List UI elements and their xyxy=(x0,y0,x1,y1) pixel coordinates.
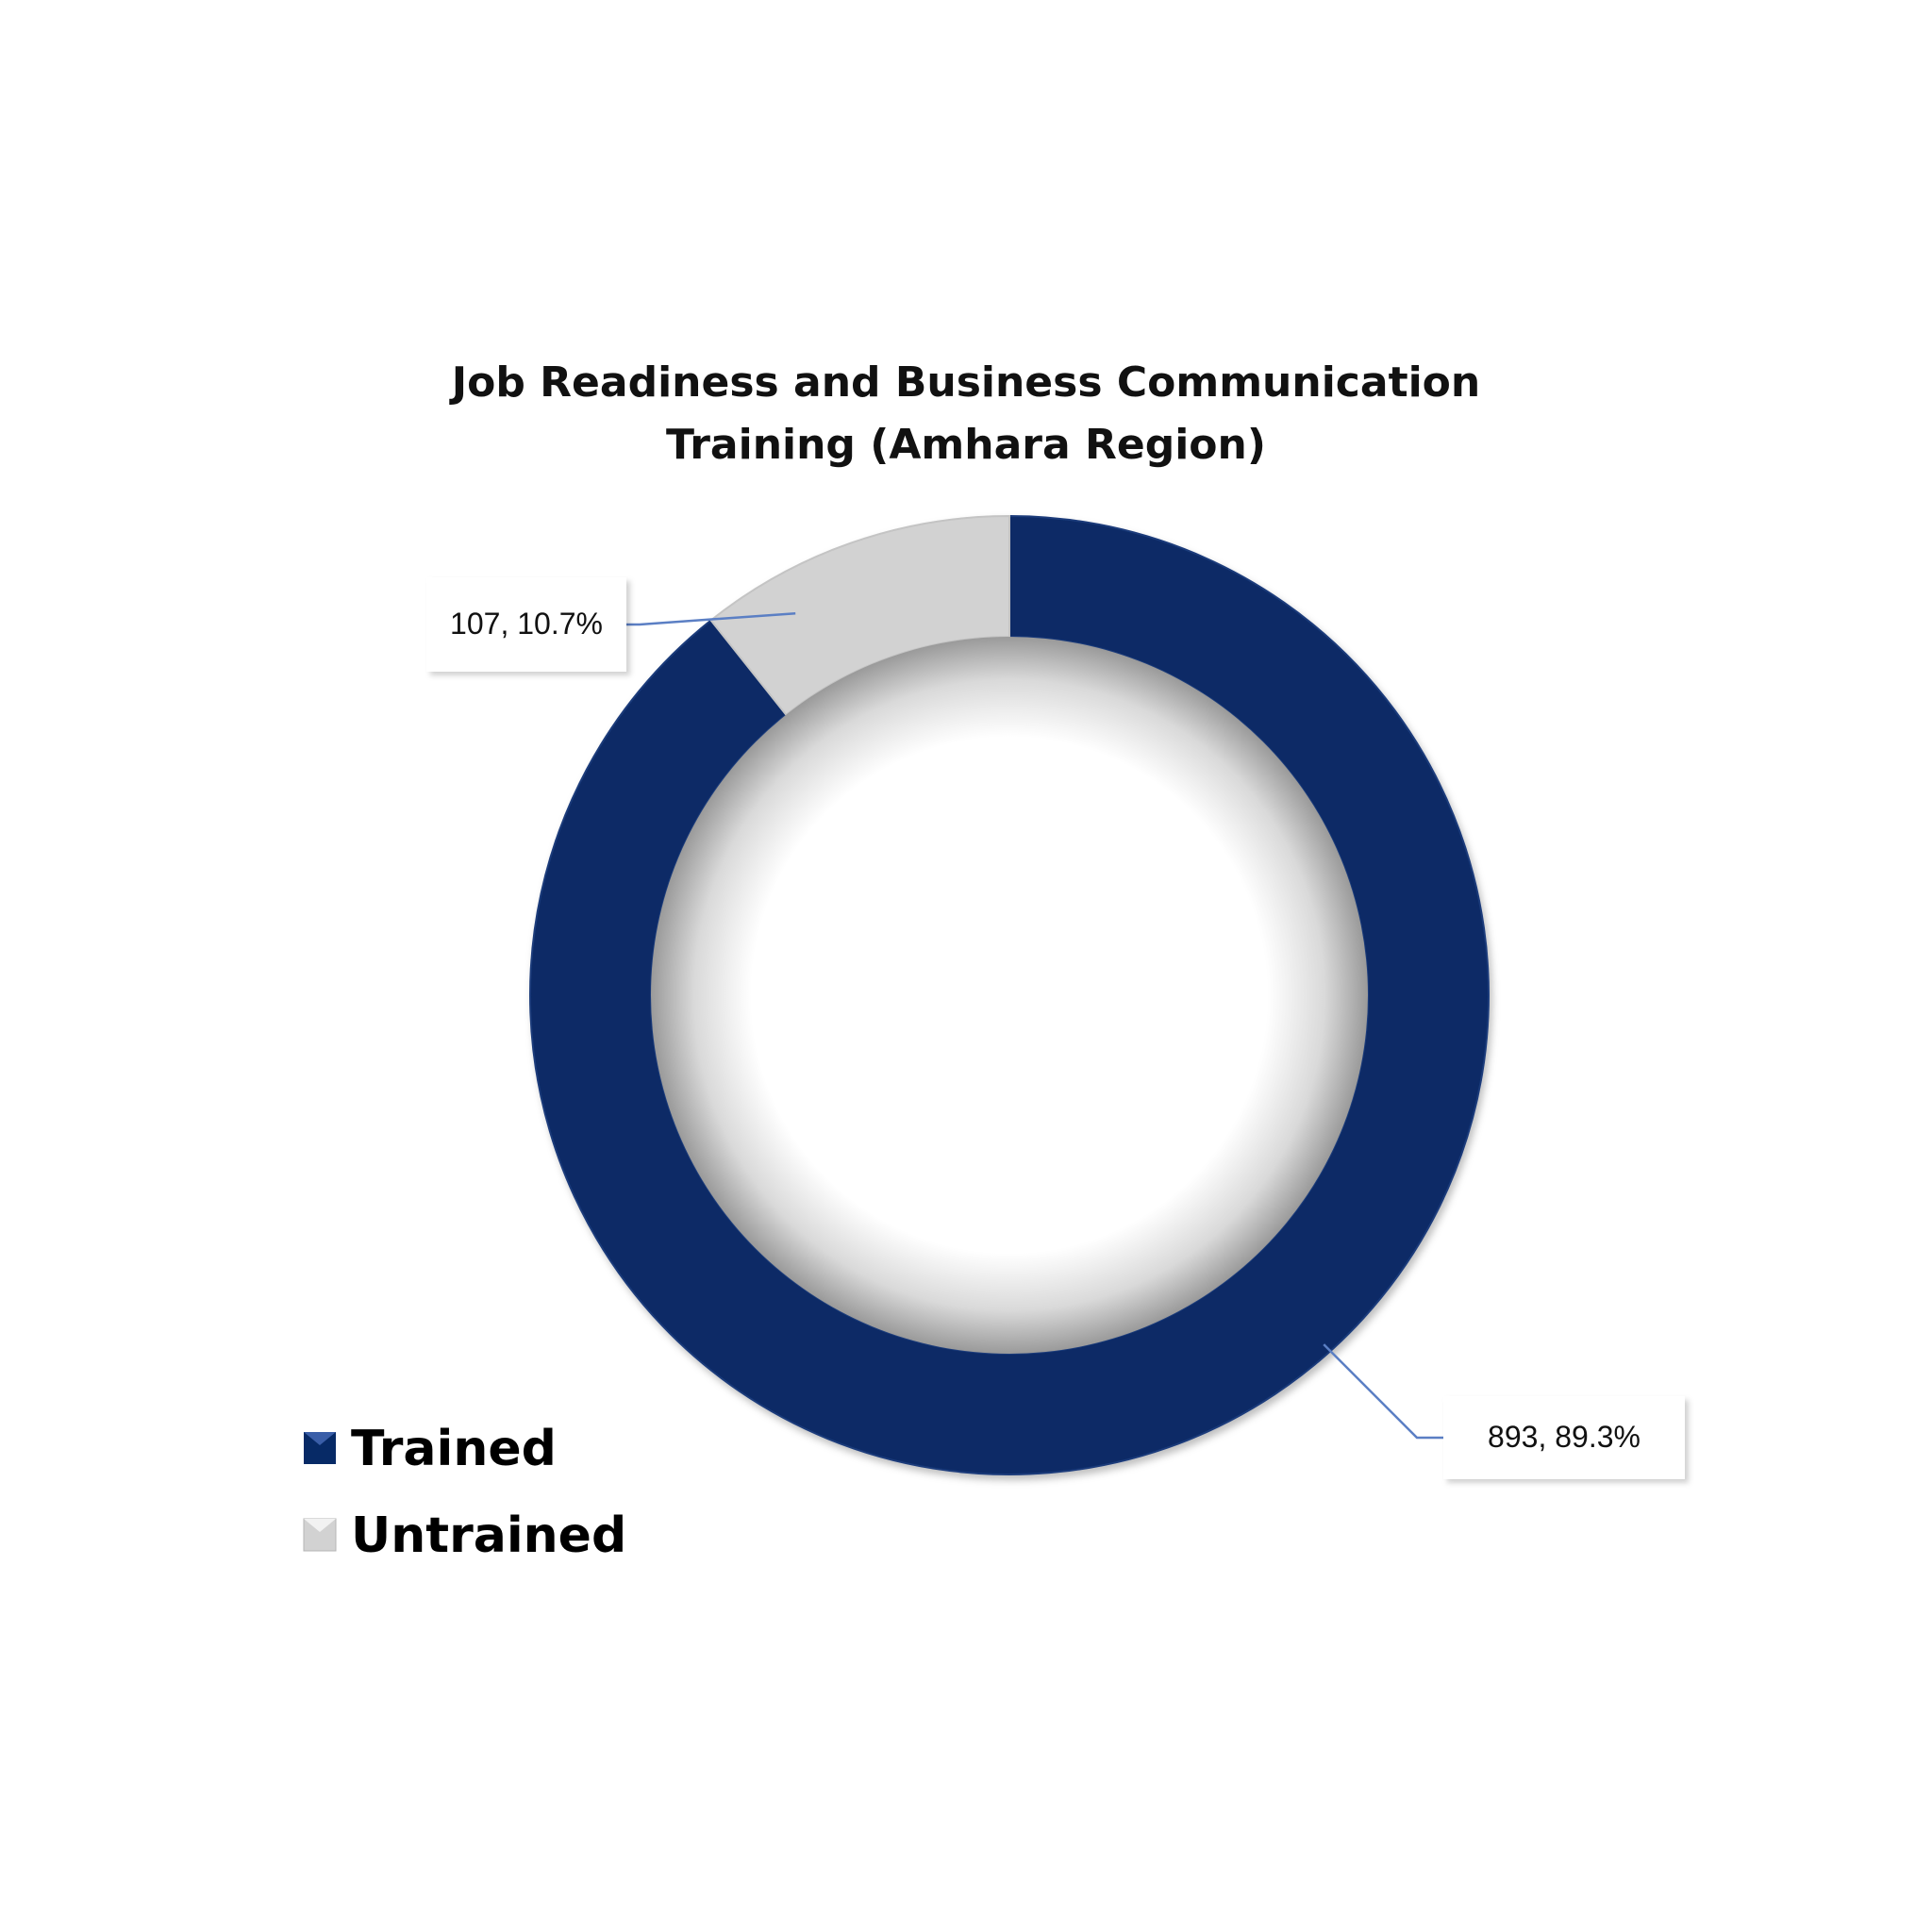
legend-label-untrained: Untrained xyxy=(351,1507,626,1564)
leader-line-trained xyxy=(1323,1343,1443,1440)
legend-label-trained: Trained xyxy=(351,1421,557,1477)
leader-lines xyxy=(626,611,1443,1440)
legend-swatch-trained-bevel xyxy=(304,1432,336,1445)
donut-hole xyxy=(651,637,1368,1354)
leader-line-untrained xyxy=(626,611,796,626)
chart-title-line-1: Job Readiness and Business Communication xyxy=(449,358,1480,407)
data-label-trained xyxy=(1443,1396,1685,1479)
legend-swatch-untrained-bevel xyxy=(304,1519,336,1532)
data-label-trained-text: 893, 89.3% xyxy=(1488,1420,1641,1454)
chart-title-line-2: Training (Amhara Region) xyxy=(666,421,1266,469)
data-label-untrained xyxy=(426,577,626,672)
data-label-untrained-text: 107, 10.7% xyxy=(450,607,603,641)
